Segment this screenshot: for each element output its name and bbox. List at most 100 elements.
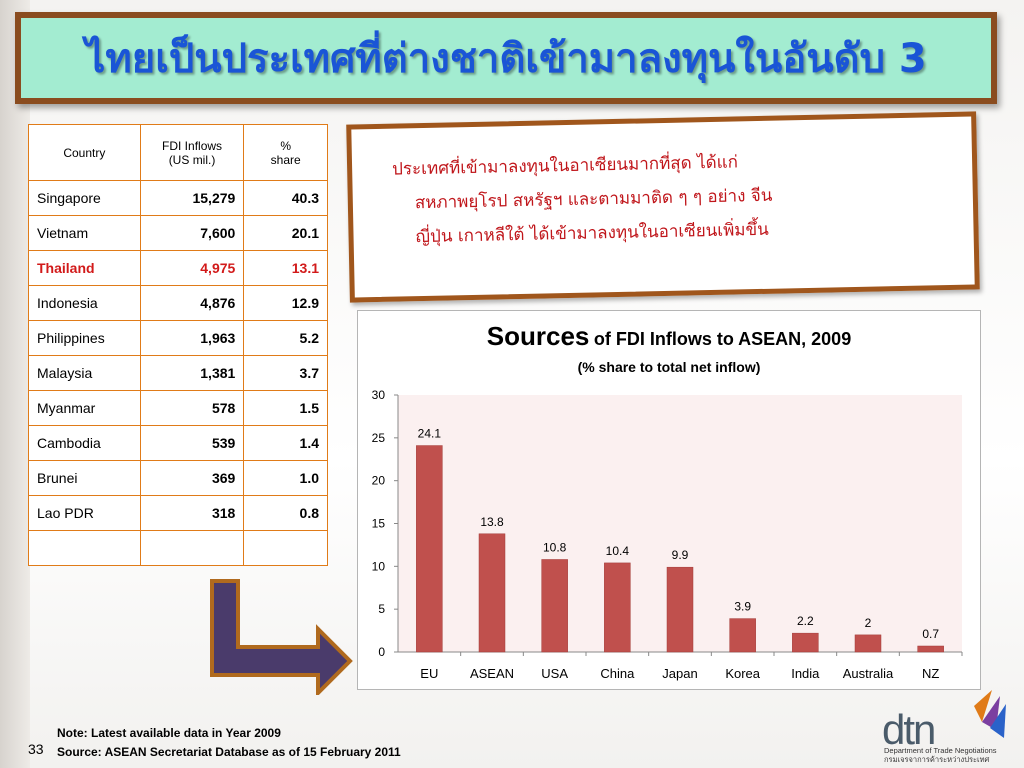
cell-country: Philippines xyxy=(28,320,141,356)
cell-fdi: 4,975 xyxy=(139,250,245,286)
bar xyxy=(792,632,819,653)
table-row: Vietnam 7,600 20.1 xyxy=(28,215,328,251)
cell-country: Brunei xyxy=(28,460,141,496)
data-label: 2.2 xyxy=(797,614,814,628)
cell-empty xyxy=(243,530,328,566)
cell-share: 0.8 xyxy=(243,495,328,531)
table-row: Lao PDR 318 0.8 xyxy=(28,495,328,531)
table-row: Thailand 4,975 13.1 xyxy=(28,250,328,286)
cell-share: 13.1 xyxy=(243,250,328,286)
callout-box: ประเทศที่เข้ามาลงทุนในอาเซียนมากที่สุด ไ… xyxy=(346,111,980,303)
cell-share: 3.7 xyxy=(243,355,328,391)
cell-fdi: 1,381 xyxy=(139,355,245,391)
chart-title: Sources of FDI Inflows to ASEAN, 2009 xyxy=(358,321,980,352)
bar xyxy=(604,562,631,653)
bar xyxy=(478,533,506,653)
chart-title-main: Sources xyxy=(486,321,590,351)
table-row: Brunei 369 1.0 xyxy=(28,460,328,496)
slide-title: ไทยเป็นประเทศที่ต่างชาติเข้ามาลงทุนในอัน… xyxy=(85,36,927,82)
cell-country: Cambodia xyxy=(28,425,141,461)
cell-fdi: 1,963 xyxy=(139,320,245,356)
cell-country: Myanmar xyxy=(28,390,141,426)
y-tick-label: 15 xyxy=(372,517,386,531)
cell-fdi: 318 xyxy=(139,495,245,531)
cell-fdi: 369 xyxy=(139,460,245,496)
x-tick-label: Japan xyxy=(662,666,697,681)
bar xyxy=(917,645,944,653)
slide-left-strip xyxy=(0,0,30,768)
y-tick-label: 0 xyxy=(378,645,385,659)
data-label: 2 xyxy=(865,616,872,630)
data-label: 0.7 xyxy=(922,627,939,641)
page-number: 33 xyxy=(28,741,44,757)
chart-title-rest: of FDI Inflows to ASEAN, 2009 xyxy=(593,329,852,349)
table-row: Indonesia 4,876 12.9 xyxy=(28,285,328,321)
table-row: Singapore 15,279 40.3 xyxy=(28,180,328,216)
data-label: 10.4 xyxy=(606,544,630,558)
cell-share: 5.2 xyxy=(243,320,328,356)
logo-subtitle-th: กรมเจรจาการค้าระหว่างประเทศ xyxy=(884,755,990,764)
table-row: Philippines 1,963 5.2 xyxy=(28,320,328,356)
cell-country: Vietnam xyxy=(28,215,141,251)
table-row: Malaysia 1,381 3.7 xyxy=(28,355,328,391)
cell-fdi: 4,876 xyxy=(139,285,245,321)
bar xyxy=(416,445,443,653)
cell-country: Thailand xyxy=(28,250,141,286)
x-tick-label: India xyxy=(791,666,820,681)
header-fdi-inflows: FDI Inflows (US mil.) xyxy=(139,124,245,181)
footer-note: Note: Latest available data in Year 2009 xyxy=(57,726,281,740)
cell-share: 1.0 xyxy=(243,460,328,496)
cell-fdi: 578 xyxy=(139,390,245,426)
dtn-logo-mark-icon xyxy=(974,690,1006,738)
dtn-logo: dtn Department of Trade Negotiations กรม… xyxy=(882,688,1017,764)
header-country: Country xyxy=(28,124,141,181)
x-tick-label: EU xyxy=(420,666,438,681)
fdi-sources-chart: Sources of FDI Inflows to ASEAN, 2009 (%… xyxy=(357,310,981,690)
y-tick-label: 5 xyxy=(378,602,385,616)
table-header-row: Country FDI Inflows (US mil.) % share xyxy=(28,124,328,181)
x-tick-label: Australia xyxy=(843,666,894,681)
cell-country: Lao PDR xyxy=(28,495,141,531)
footer-notes: Note: Latest available data in Year 2009… xyxy=(57,724,401,762)
y-tick-label: 25 xyxy=(372,431,386,445)
cell-fdi: 7,600 xyxy=(139,215,245,251)
cell-share: 12.9 xyxy=(243,285,328,321)
bar xyxy=(729,618,756,653)
x-tick-label: NZ xyxy=(922,666,939,681)
title-banner: ไทยเป็นประเทศที่ต่างชาติเข้ามาลงทุนในอัน… xyxy=(15,12,997,104)
cell-country: Singapore xyxy=(28,180,141,216)
data-label: 9.9 xyxy=(672,548,689,562)
bar xyxy=(854,634,882,653)
table-row: Myanmar 578 1.5 xyxy=(28,390,328,426)
header-share: % share xyxy=(243,124,328,181)
data-label: 3.9 xyxy=(734,600,751,614)
footer-source: Source: ASEAN Secretariat Database as of… xyxy=(57,745,401,759)
chart-subtitle: (% share to total net inflow) xyxy=(577,359,761,375)
data-label: 13.8 xyxy=(480,515,504,529)
y-tick-label: 10 xyxy=(372,559,386,573)
data-label: 24.1 xyxy=(418,427,442,441)
cell-empty xyxy=(139,530,245,566)
table-row-empty xyxy=(28,530,328,566)
table-row: Cambodia 539 1.4 xyxy=(28,425,328,461)
cell-fdi: 539 xyxy=(139,425,245,461)
cell-share: 20.1 xyxy=(243,215,328,251)
data-label: 10.8 xyxy=(543,540,567,554)
cell-country: Malaysia xyxy=(28,355,141,391)
cell-fdi: 15,279 xyxy=(139,180,245,216)
cell-country: Indonesia xyxy=(28,285,141,321)
cell-share: 40.3 xyxy=(243,180,328,216)
y-tick-label: 20 xyxy=(372,474,386,488)
logo-text: dtn xyxy=(882,706,936,753)
callout-text: ประเทศที่เข้ามาลงทุนในอาเซียนมากที่สุด ไ… xyxy=(392,141,934,254)
y-tick-label: 30 xyxy=(372,388,386,402)
x-tick-label: Korea xyxy=(725,666,760,681)
bar xyxy=(541,559,568,653)
arrow-icon xyxy=(210,579,353,695)
cell-share: 1.4 xyxy=(243,425,328,461)
x-tick-label: China xyxy=(600,666,635,681)
cell-empty xyxy=(28,530,141,566)
x-tick-label: USA xyxy=(541,666,568,681)
cell-share: 1.5 xyxy=(243,390,328,426)
bar xyxy=(666,566,694,653)
